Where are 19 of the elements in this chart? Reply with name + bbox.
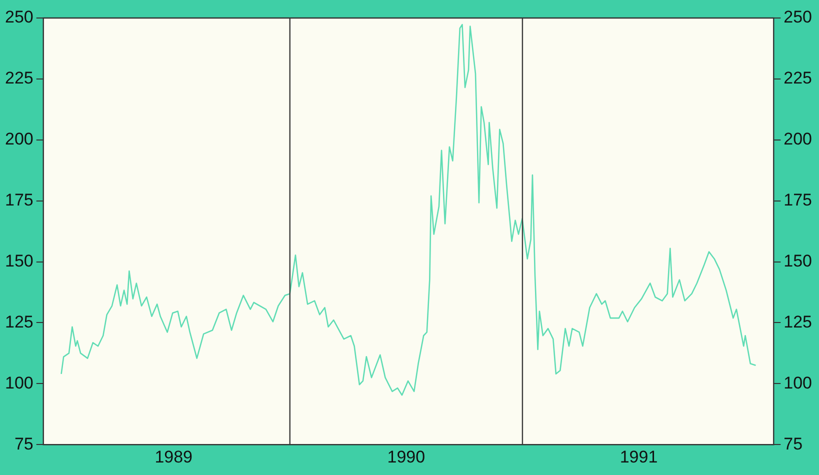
y-tick-label: 250 (4, 8, 34, 27)
y2-tick-label: 100 (784, 373, 812, 392)
y2-tick-label: 150 (784, 251, 812, 270)
y-tick-label: 100 (4, 373, 34, 392)
x-tick-label: 1990 (387, 447, 426, 466)
y-tick-label: 125 (4, 312, 34, 332)
y-tick-label: 200 (4, 130, 34, 149)
y2-tick-label: 250 (784, 8, 812, 27)
y2-tick-label: 225 (784, 68, 812, 88)
y-tick-label: 175 (4, 190, 34, 210)
x-tick-label: 1991 (620, 447, 658, 466)
y2-tick-label: 200 (784, 130, 812, 149)
y2-tick-label: 75 (784, 434, 803, 454)
y2-tick-label: 125 (784, 312, 812, 332)
y-tick-label: 150 (4, 251, 34, 270)
x-tick-label: 1989 (154, 447, 193, 466)
y-tick-label: 75 (14, 434, 34, 454)
y2-tick-label: 175 (784, 190, 812, 210)
y-tick-label: 225 (4, 68, 34, 88)
